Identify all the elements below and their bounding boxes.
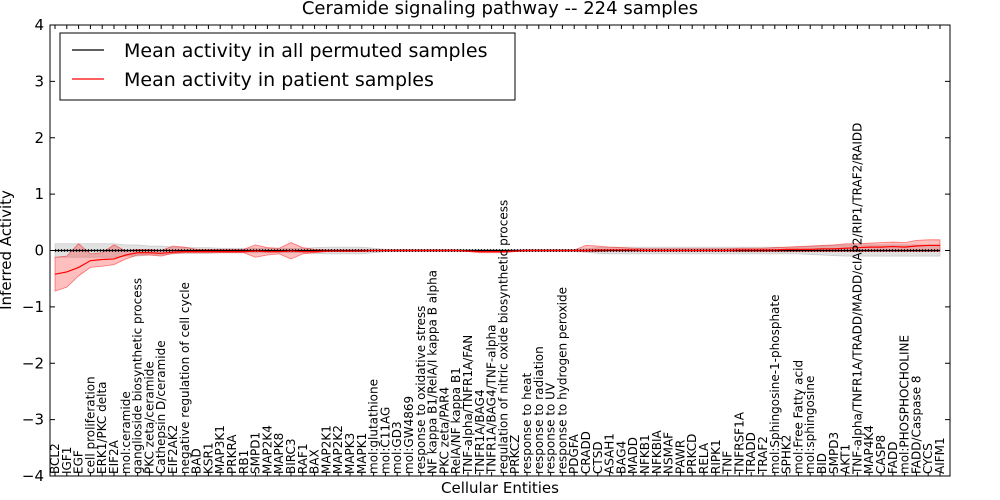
- x-tick-label: ganglioside biosynthetic process: [131, 278, 145, 474]
- x-tick-label: MADD: [626, 437, 640, 474]
- legend-label-permuted: Mean activity in all permuted samples: [124, 40, 487, 62]
- x-tick-label: PKC zeta/PAR4: [437, 387, 451, 474]
- x-tick-label: MAP2K4: [260, 425, 274, 474]
- x-axis-ticks: [54, 25, 941, 476]
- y-tick-label: −2: [22, 354, 44, 372]
- x-tick-label: PRKCD: [685, 434, 699, 474]
- y-axis-ticks: −4 −3 −2 −1 0 1 2 3 4: [22, 16, 950, 485]
- x-tick-label: MAP2K2: [331, 425, 345, 474]
- x-tick-label: TNFR1A/BAG4: [473, 389, 487, 475]
- x-tick-label: response to heat: [520, 372, 534, 474]
- x-tick-label: TRADD: [744, 432, 758, 475]
- x-tick-label: MAP4K4: [862, 425, 876, 474]
- x-tick-label: ASAH1: [603, 433, 617, 474]
- x-tick-label: MAPK3: [343, 433, 357, 474]
- legend-label-patient: Mean activity in patient samples: [124, 69, 434, 91]
- x-tick-label: BCL2: [48, 443, 62, 474]
- x-tick-label: response to oxidative stress: [414, 306, 428, 474]
- x-tick-label: AIFM1: [933, 437, 947, 474]
- x-tick-label: RB1: [237, 450, 251, 474]
- x-tick-label: CASP8: [874, 435, 888, 474]
- x-tick-label: EGF: [72, 450, 86, 474]
- x-tick-label: RIPK1: [709, 439, 723, 474]
- x-tick-label: mol:ceramide: [119, 391, 133, 474]
- x-tick-label: PRKRA: [225, 434, 239, 474]
- x-tick-label: CRADD: [579, 431, 593, 474]
- x-tick-label: regulation of nitric oxide biosynthetic …: [496, 200, 510, 474]
- x-tick-label: mol:glutathione: [367, 379, 381, 474]
- x-tick-label: IGF1: [60, 447, 74, 474]
- series-lines: [54, 244, 940, 275]
- y-tick-label: 4: [34, 16, 44, 34]
- x-tick-label: MAPK8: [272, 433, 286, 474]
- x-tick-label: PKC zeta/ceramide: [142, 361, 156, 474]
- y-axis-label: Inferred Activity: [0, 190, 15, 310]
- x-tick-label: BAD: [190, 448, 204, 474]
- x-tick-label: mol:C11AG: [378, 407, 392, 474]
- x-tick-label: negative regulation of cell cycle: [178, 282, 192, 474]
- x-tick-label: SMPD1: [249, 432, 263, 474]
- x-axis-label: Cellular Entities: [441, 479, 559, 497]
- x-tick-label: Cathepsin D/ceramide: [154, 340, 168, 474]
- x-tick-label: SPHK2: [780, 435, 794, 474]
- x-tick-label: mol:PHOSPHOCHOLINE: [898, 335, 912, 474]
- series-line-patient: [54, 244, 940, 275]
- x-tick-label: mol:sphingosine: [803, 376, 817, 474]
- x-tick-label: cell proliferation: [83, 376, 97, 474]
- x-tick-label: response to radiation: [532, 346, 546, 474]
- x-tick-label: PAWR: [673, 440, 687, 474]
- x-tick-label: TNF-alpha/TNFR1A/TRADD/MADD/cIAP2/RIP1/T…: [850, 123, 864, 475]
- x-tick-label: MAP3K1: [213, 425, 227, 474]
- legend-box: [59, 32, 516, 101]
- y-tick-label: −3: [22, 411, 44, 429]
- x-tick-label: NF kappa B1/RelA/I kappa B alpha: [426, 270, 440, 474]
- x-tick-label: RelA/NF kappa B1: [449, 367, 463, 474]
- x-tick-label: KSR1: [201, 443, 215, 474]
- x-tick-label: mol:Free Fatty acid: [791, 360, 805, 474]
- x-tick-label: BID: [815, 453, 829, 474]
- x-tick-label: FADD/Caspase 8: [909, 375, 923, 474]
- x-tick-label: RAF1: [296, 443, 310, 474]
- x-tick-label: CYCS: [921, 443, 935, 474]
- x-tick-label: TNF-alpha/TNFR1A/FAN: [461, 335, 475, 475]
- x-tick-label: BIRC3: [284, 438, 298, 474]
- x-tick-label: BAG4: [614, 441, 628, 474]
- x-tick-label: response to hydrogen peroxide: [555, 287, 569, 474]
- y-tick-label: 2: [34, 129, 44, 147]
- x-tick-label: BAX: [308, 449, 322, 474]
- x-tick-label: response to UV: [544, 382, 558, 474]
- y-tick-label: 0: [34, 242, 44, 260]
- y-tick-label: −1: [22, 298, 44, 316]
- x-tick-label: SMPD3: [827, 432, 841, 474]
- x-tick-label: AKT1: [839, 444, 853, 474]
- legend: Mean activity in all permuted samples Me…: [59, 32, 516, 101]
- x-tick-label: RELA: [697, 442, 711, 474]
- x-tick-label: mol:GD3: [390, 421, 404, 474]
- y-tick-label: −4: [22, 467, 44, 485]
- x-tick-label: ERK1/PKC delta: [95, 381, 109, 474]
- x-tick-label: TRAF2: [756, 436, 770, 475]
- x-tick-label: EIF2A: [107, 439, 121, 474]
- x-tick-label: NSMAF: [662, 432, 676, 474]
- x-tick-label: NFKB1: [638, 434, 652, 474]
- x-tick-label: MAPK1: [355, 433, 369, 474]
- x-tick-label: CTSD: [591, 441, 605, 474]
- y-tick-label: 3: [34, 72, 44, 90]
- x-tick-label: PDGFA: [567, 433, 581, 474]
- x-tick-label: TNF: [721, 451, 735, 475]
- x-tick-label: mol:GW4869: [402, 396, 416, 474]
- x-tick-label: mol:Sphingosine-1-phosphate: [768, 295, 782, 475]
- x-tick-label: EIF2AK2: [166, 425, 180, 474]
- chart-title: Ceramide signaling pathway -- 224 sample…: [302, 0, 698, 19]
- x-tick-label: TNFRSF1A: [732, 411, 746, 475]
- x-tick-label: MAP2K1: [319, 425, 333, 474]
- x-tick-label: TNFR1A/BAG4/TNF-alpha: [485, 325, 499, 475]
- x-tick-label: PRKCZ: [508, 435, 522, 474]
- y-tick-label: 1: [34, 185, 44, 203]
- x-tick-label: FADD: [886, 442, 900, 475]
- x-tick-label: NFKBIA: [650, 429, 664, 474]
